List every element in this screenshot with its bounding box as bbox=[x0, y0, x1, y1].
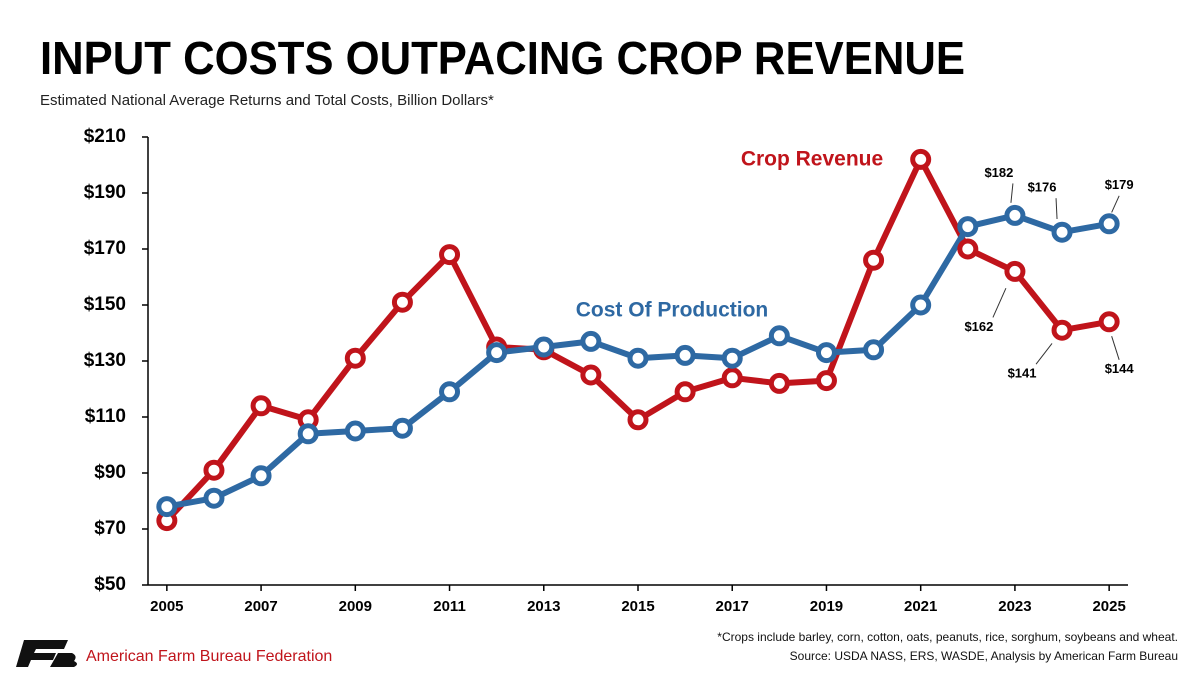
y-tick-label: $50 bbox=[94, 574, 126, 595]
data-point bbox=[768, 325, 790, 347]
x-tick-label: 2005 bbox=[150, 598, 183, 615]
data-point bbox=[721, 367, 743, 389]
data-point bbox=[1004, 204, 1026, 226]
series-name: Cost Of Production bbox=[576, 299, 769, 322]
data-label: $179 bbox=[1105, 177, 1134, 192]
chart-title: INPUT COSTS OUTPACING CROP REVENUE bbox=[40, 32, 965, 84]
data-label: $176 bbox=[1028, 180, 1057, 195]
y-tick-label: $70 bbox=[94, 518, 126, 539]
chart-subtitle: Estimated National Average Returns and T… bbox=[40, 92, 494, 109]
y-tick-label: $110 bbox=[85, 406, 126, 427]
data-point bbox=[768, 372, 790, 394]
data-point bbox=[297, 423, 319, 445]
data-point bbox=[344, 347, 366, 369]
data-point bbox=[721, 347, 743, 369]
data-point bbox=[486, 342, 508, 364]
y-tick-label: $210 bbox=[84, 126, 126, 147]
y-tick-label: $150 bbox=[84, 294, 126, 315]
x-tick-label: 2015 bbox=[621, 598, 654, 615]
x-tick-label: 2009 bbox=[339, 598, 372, 615]
data-point bbox=[863, 339, 885, 361]
data-point bbox=[391, 417, 413, 439]
data-point bbox=[674, 344, 696, 366]
data-point bbox=[203, 459, 225, 481]
x-tick-label: 2023 bbox=[998, 598, 1031, 615]
y-tick-label: $170 bbox=[84, 238, 126, 259]
data-point bbox=[1051, 319, 1073, 341]
x-tick-label: 2013 bbox=[527, 598, 560, 615]
data-point bbox=[910, 148, 932, 170]
data-point bbox=[1098, 311, 1120, 333]
data-label: $182 bbox=[984, 165, 1013, 180]
label-leader bbox=[1111, 195, 1120, 213]
x-tick-label: 2021 bbox=[904, 598, 937, 615]
logo bbox=[16, 640, 77, 667]
x-tick-label: 2025 bbox=[1092, 598, 1125, 615]
data-point bbox=[580, 364, 602, 386]
data-point bbox=[1004, 260, 1026, 282]
series-name: Crop Revenue bbox=[741, 148, 883, 171]
data-point bbox=[910, 294, 932, 316]
data-point bbox=[627, 347, 649, 369]
organization-name: American Farm Bureau Federation bbox=[86, 648, 332, 665]
data-point bbox=[344, 420, 366, 442]
y-tick-label: $190 bbox=[84, 182, 126, 203]
label-leader bbox=[1035, 343, 1053, 365]
label-leader bbox=[1010, 183, 1014, 203]
data-point bbox=[580, 330, 602, 352]
data-point bbox=[250, 395, 272, 417]
series-line bbox=[164, 156, 1110, 523]
data-point bbox=[1051, 221, 1073, 243]
data-label: $144 bbox=[1105, 361, 1135, 376]
data-label: $162 bbox=[964, 319, 993, 334]
footnote: *Crops include barley, corn, cotton, oat… bbox=[717, 630, 1178, 644]
data-point bbox=[250, 465, 272, 487]
data-point bbox=[957, 238, 979, 260]
label-leader bbox=[1055, 198, 1058, 220]
x-tick-label: 2017 bbox=[716, 598, 749, 615]
data-point bbox=[815, 342, 837, 364]
label-leader bbox=[1111, 336, 1120, 360]
data-point bbox=[391, 291, 413, 313]
data-point bbox=[815, 370, 837, 392]
x-tick-label: 2019 bbox=[810, 598, 843, 615]
data-point bbox=[533, 336, 555, 358]
data-point bbox=[863, 249, 885, 271]
data-point bbox=[627, 409, 649, 431]
label-leader bbox=[992, 287, 1007, 318]
data-point bbox=[203, 487, 225, 509]
data-label: $141 bbox=[1008, 366, 1037, 381]
data-point bbox=[1098, 213, 1120, 235]
data-point bbox=[439, 381, 461, 403]
data-point bbox=[439, 244, 461, 266]
data-point bbox=[156, 496, 178, 518]
source: Source: USDA NASS, ERS, WASDE, Analysis … bbox=[790, 649, 1178, 663]
x-tick-label: 2011 bbox=[433, 598, 466, 615]
x-tick-label: 2007 bbox=[244, 598, 277, 615]
y-tick-label: $90 bbox=[94, 462, 126, 483]
y-tick-label: $130 bbox=[84, 350, 126, 371]
data-point bbox=[674, 381, 696, 403]
data-point bbox=[957, 216, 979, 238]
